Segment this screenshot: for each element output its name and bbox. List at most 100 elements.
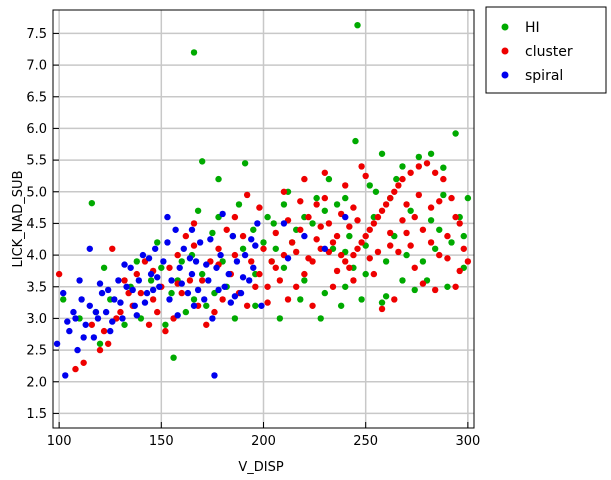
data-point bbox=[333, 201, 341, 208]
data-point bbox=[387, 194, 394, 202]
data-point bbox=[133, 312, 140, 319]
data-point bbox=[346, 223, 353, 230]
data-point bbox=[362, 232, 369, 240]
data-point bbox=[395, 182, 402, 189]
data-point bbox=[276, 315, 284, 322]
data-point bbox=[82, 321, 89, 328]
data-points bbox=[53, 22, 472, 379]
data-point bbox=[227, 299, 235, 306]
data-point bbox=[231, 251, 239, 259]
data-point bbox=[419, 226, 427, 233]
data-point bbox=[104, 340, 112, 347]
y-tick-label: 2.0 bbox=[26, 375, 47, 390]
y-tick-label: 1.5 bbox=[26, 407, 47, 422]
series-spiral bbox=[53, 210, 349, 379]
data-point bbox=[423, 160, 431, 167]
y-tick-label: 6.0 bbox=[26, 122, 47, 137]
data-point bbox=[280, 264, 288, 271]
legend-label: cluster bbox=[525, 44, 573, 60]
data-point bbox=[444, 255, 451, 262]
data-point bbox=[264, 213, 271, 221]
data-point bbox=[119, 315, 126, 322]
data-point bbox=[162, 327, 169, 335]
data-point bbox=[297, 296, 304, 303]
data-point bbox=[268, 258, 275, 265]
data-point bbox=[176, 264, 183, 271]
legend-marker bbox=[501, 71, 509, 79]
data-point bbox=[188, 226, 196, 233]
data-point bbox=[154, 274, 161, 281]
data-point bbox=[121, 321, 128, 328]
data-point bbox=[366, 182, 373, 189]
data-point bbox=[233, 258, 241, 265]
data-point bbox=[309, 302, 316, 309]
data-point bbox=[194, 286, 202, 294]
data-point bbox=[70, 308, 77, 316]
data-point bbox=[342, 283, 349, 290]
data-point bbox=[98, 289, 106, 297]
x-tick-label: 250 bbox=[353, 434, 378, 449]
data-point bbox=[252, 242, 259, 249]
data-point bbox=[123, 283, 130, 290]
data-point bbox=[109, 318, 116, 325]
data-point bbox=[164, 239, 171, 246]
data-point bbox=[196, 239, 204, 246]
data-point bbox=[370, 220, 378, 227]
data-point bbox=[337, 251, 345, 259]
data-point bbox=[399, 175, 406, 183]
data-point bbox=[211, 308, 218, 316]
data-point bbox=[382, 201, 390, 208]
data-point bbox=[444, 283, 451, 290]
data-point bbox=[317, 315, 324, 322]
data-point bbox=[366, 255, 373, 262]
data-point bbox=[86, 245, 93, 252]
data-point bbox=[215, 245, 222, 252]
data-point bbox=[172, 226, 179, 233]
data-point bbox=[80, 359, 87, 366]
data-point bbox=[182, 308, 190, 316]
data-point bbox=[198, 158, 206, 165]
data-point bbox=[358, 239, 365, 246]
data-point bbox=[252, 283, 259, 290]
data-point bbox=[250, 264, 257, 271]
data-point bbox=[219, 296, 226, 303]
data-point bbox=[203, 261, 210, 268]
data-point bbox=[248, 236, 255, 243]
data-point bbox=[111, 296, 118, 303]
data-point bbox=[252, 302, 259, 309]
data-point bbox=[387, 242, 394, 249]
data-point bbox=[217, 251, 224, 259]
data-point bbox=[96, 346, 104, 354]
data-point bbox=[145, 255, 153, 262]
data-point bbox=[276, 277, 284, 284]
data-point bbox=[241, 160, 249, 167]
data-point bbox=[372, 188, 380, 195]
y-tick-label: 4.5 bbox=[26, 217, 47, 232]
data-point bbox=[100, 264, 108, 271]
data-point bbox=[237, 289, 245, 297]
data-point bbox=[145, 321, 153, 328]
data-point bbox=[143, 289, 151, 297]
data-point bbox=[378, 150, 386, 157]
data-point bbox=[264, 299, 271, 306]
data-point bbox=[219, 210, 226, 218]
data-point bbox=[440, 164, 447, 171]
data-point bbox=[403, 251, 410, 259]
data-point bbox=[272, 229, 279, 237]
data-point bbox=[96, 280, 104, 287]
data-point bbox=[239, 274, 247, 281]
data-point bbox=[100, 327, 108, 335]
data-point bbox=[117, 308, 124, 316]
data-point bbox=[362, 172, 369, 180]
data-point bbox=[254, 220, 261, 227]
data-point bbox=[325, 220, 333, 227]
data-point bbox=[158, 264, 165, 271]
data-point bbox=[280, 188, 288, 195]
data-point bbox=[117, 299, 124, 306]
data-point bbox=[399, 217, 406, 224]
data-point bbox=[121, 277, 128, 284]
data-point bbox=[346, 264, 353, 271]
data-point bbox=[305, 255, 312, 262]
data-point bbox=[448, 194, 455, 202]
data-point bbox=[88, 321, 96, 328]
